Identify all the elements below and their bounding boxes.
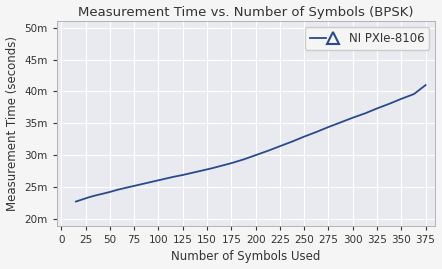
Y-axis label: Measurement Time (seconds): Measurement Time (seconds) (6, 36, 19, 211)
Legend: NI PXIe-8106: NI PXIe-8106 (305, 27, 429, 50)
X-axis label: Number of Symbols Used: Number of Symbols Used (171, 250, 320, 263)
Title: Measurement Time vs. Number of Symbols (BPSK): Measurement Time vs. Number of Symbols (… (78, 6, 414, 19)
